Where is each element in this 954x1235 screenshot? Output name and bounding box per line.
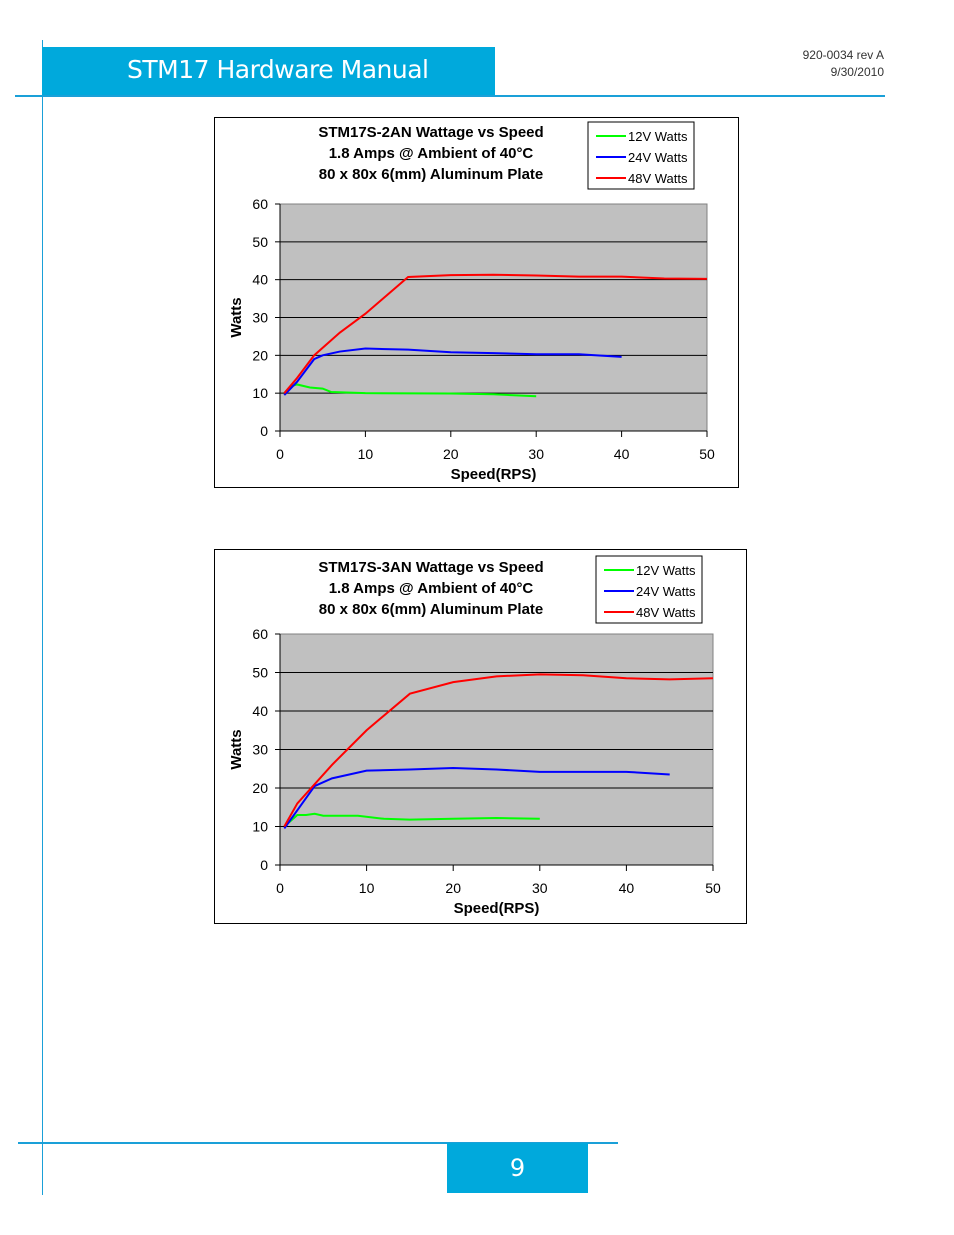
doc-date: 9/30/2010 bbox=[830, 65, 884, 79]
chart-stm17s-3an: STM17S-3AN Wattage vs Speed 1.8 Amps @ Am… bbox=[214, 549, 747, 924]
header-band bbox=[42, 47, 495, 96]
page-number: 9 bbox=[447, 1143, 588, 1193]
y-tick-label: 60 bbox=[252, 196, 268, 212]
x-tick-label: 50 bbox=[699, 446, 715, 462]
y-tick-label: 10 bbox=[252, 819, 268, 835]
doc-info: 920-0034 rev A 9/30/2010 bbox=[803, 47, 884, 81]
header-rule bbox=[15, 95, 885, 97]
series-line-48v bbox=[283, 273, 708, 394]
chart-title-line: STM17S-2AN Wattage vs Speed bbox=[318, 124, 543, 141]
x-axis-label: Speed(RPS) bbox=[454, 900, 540, 917]
chart-title-line: 80 x 80x 6(mm) Aluminum Plate bbox=[319, 166, 544, 183]
left-margin-rule bbox=[42, 40, 43, 1195]
series-line-24v bbox=[283, 766, 670, 830]
y-tick-label: 20 bbox=[252, 780, 268, 796]
series-line-12v bbox=[283, 812, 540, 828]
x-tick-label: 10 bbox=[359, 880, 375, 896]
legend-label: 12V Watts bbox=[636, 563, 696, 578]
chart-title-line: 80 x 80x 6(mm) Aluminum Plate bbox=[319, 601, 544, 618]
y-tick-label: 60 bbox=[252, 626, 268, 642]
legend-label: 24V Watts bbox=[636, 584, 696, 599]
y-axis-label: Watts bbox=[228, 729, 245, 769]
footer-rule bbox=[18, 1142, 618, 1144]
series-line-48v bbox=[283, 673, 714, 827]
chart-title-line: STM17S-3AN Wattage vs Speed bbox=[318, 559, 543, 576]
x-tick-label: 40 bbox=[614, 446, 630, 462]
y-tick-label: 20 bbox=[252, 347, 268, 363]
chart-title-line: 1.8 Amps @ Ambient of 40°C bbox=[329, 145, 534, 162]
x-tick-label: 20 bbox=[445, 880, 461, 896]
y-tick-label: 30 bbox=[252, 310, 268, 326]
legend-label: 24V Watts bbox=[628, 150, 688, 165]
x-tick-label: 10 bbox=[358, 446, 374, 462]
legend-label: 48V Watts bbox=[636, 605, 696, 620]
x-tick-label: 50 bbox=[705, 880, 721, 896]
y-tick-label: 50 bbox=[252, 665, 268, 681]
x-axis-label: Speed(RPS) bbox=[451, 466, 537, 483]
y-tick-label: 50 bbox=[252, 234, 268, 250]
manual-title: STM17 Hardware Manual bbox=[127, 55, 429, 84]
doc-number: 920-0034 rev A bbox=[802, 48, 884, 62]
y-tick-label: 30 bbox=[252, 742, 268, 758]
y-tick-label: 10 bbox=[252, 385, 268, 401]
y-tick-label: 0 bbox=[260, 857, 268, 873]
series-line-24v bbox=[283, 347, 622, 396]
y-tick-label: 40 bbox=[252, 272, 268, 288]
x-tick-label: 40 bbox=[619, 880, 635, 896]
chart-stm17s-2an: STM17S-2AN Wattage vs Speed 1.8 Amps @ Am… bbox=[214, 117, 739, 488]
y-tick-label: 40 bbox=[252, 703, 268, 719]
x-tick-label: 0 bbox=[276, 446, 284, 462]
x-tick-label: 0 bbox=[276, 880, 284, 896]
x-tick-label: 20 bbox=[443, 446, 459, 462]
x-tick-label: 30 bbox=[532, 880, 548, 896]
y-tick-label: 0 bbox=[260, 423, 268, 439]
legend-label: 48V Watts bbox=[628, 171, 688, 186]
chart-title-line: 1.8 Amps @ Ambient of 40°C bbox=[329, 580, 534, 597]
legend-label: 12V Watts bbox=[628, 129, 688, 144]
x-tick-label: 30 bbox=[528, 446, 544, 462]
y-axis-label: Watts bbox=[228, 297, 245, 337]
